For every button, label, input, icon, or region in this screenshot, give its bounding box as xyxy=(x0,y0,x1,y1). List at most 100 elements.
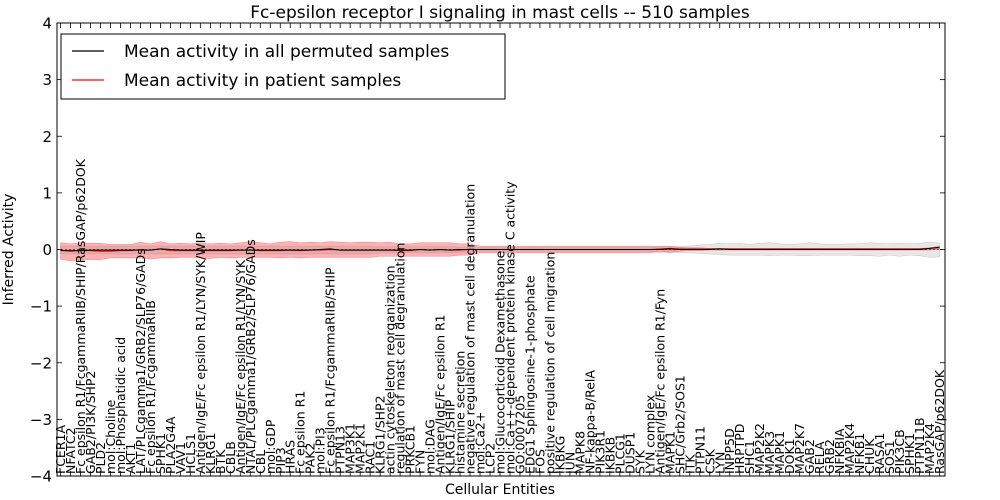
x-tick-label: IKBKG xyxy=(552,436,567,474)
x-tick-label: Antigen/IgE/Fc epsilon R1/Fyn xyxy=(652,289,667,474)
x-tick-label: PTPN11B xyxy=(912,417,927,474)
x-tick-label: FYN xyxy=(413,450,428,474)
x-tick-label: positive regulation of cell migration xyxy=(542,252,557,474)
x-tick-label: MAP2K7 xyxy=(792,423,807,474)
x-tick-label: AKT1 xyxy=(123,443,138,474)
x-tick-label: PIK3R1 xyxy=(592,430,607,474)
x-tick-label: FOS xyxy=(532,449,547,474)
x-tick-label: LCP2 xyxy=(483,443,498,474)
x-tick-label: LYN complex xyxy=(642,395,657,474)
x-tick-label: SHC/Grb2/SOS1 xyxy=(672,375,687,474)
x-tick-label: MAP3K1 xyxy=(343,423,358,474)
x-tick-label: PLA2G4A xyxy=(163,416,178,474)
x-tick-label: KLRG1 xyxy=(203,433,218,475)
y-tick-label: 0 xyxy=(42,241,52,259)
x-tick-label: CBL xyxy=(253,450,268,474)
x-tick-label: CBLB xyxy=(223,441,238,474)
x-tick-label: SPHK1 xyxy=(153,433,168,474)
x-tick-label: KLRG1/SHIP xyxy=(443,399,458,474)
x-tick-label: DUSP1 xyxy=(622,432,637,474)
x-tick-label: SPHK1 xyxy=(902,433,917,474)
x-tick-label: IKBKB xyxy=(602,437,617,474)
x-tick-label: LAT/PLCgamma1/GRB2/SLP76/GADs xyxy=(133,248,148,474)
x-tick-label: PIP3 xyxy=(273,447,288,474)
x-tick-label: ITK xyxy=(682,454,697,474)
x-tick-label: MAP2K4 xyxy=(922,423,937,474)
x-tick-label: Antigen/IgE/Fc epsilon R1/LYN/SYK xyxy=(233,259,248,474)
x-tick-label: MAP2K4 xyxy=(842,423,857,474)
x-tick-label: Antigen/IgE/Fc epsilon R1/LYN/SYK/WIP xyxy=(193,232,208,474)
x-tick-label: EDG1 Sphingosine-1-phosphate xyxy=(522,275,537,474)
y-tick-label: 4 xyxy=(42,15,52,33)
x-tick-label: PLD2 xyxy=(93,442,108,474)
x-tick-label: SYK xyxy=(632,449,647,474)
x-tick-label: CHUK xyxy=(862,438,877,474)
x-tick-label: mol:Glucocorticoid Dexamethasone xyxy=(493,250,508,474)
x-tick-label: GRB2 xyxy=(822,439,837,474)
series-layer xyxy=(60,246,940,252)
x-tick-label: INPP5D xyxy=(722,428,737,474)
x-tick-label: PLCG1 xyxy=(612,433,627,474)
x-tick-label: MAPK1 xyxy=(772,431,787,474)
x-tick-label: regulation of mast cell degranulation xyxy=(393,243,408,474)
chart-title: Fc-epsilon receptor I signaling in mast … xyxy=(250,3,750,23)
legend-label-permuted: Mean activity in all permuted samples xyxy=(124,42,449,62)
x-tick-label: NFKB1 xyxy=(852,433,867,474)
x-axis-label: Cellular Entities xyxy=(445,482,555,498)
y-tick-label: −2 xyxy=(30,354,52,372)
x-tick-label: negative regulation of mast cell degranu… xyxy=(463,184,478,474)
x-tick-label: KLRG1/SHP2 xyxy=(373,395,388,474)
x-tick-label: NFATC2 xyxy=(63,427,78,474)
x-tick-label: GAB2/PI3K/SHP2 xyxy=(83,371,98,474)
x-tick-label: Fc epsilon R1/FcgammaRIIB/SHIP xyxy=(323,267,338,474)
y-tick-label: −4 xyxy=(30,468,52,486)
x-tick-label: BTK xyxy=(213,449,228,474)
y-ticks: −4 −3 −2 −1 0 1 2 3 4 xyxy=(30,15,945,486)
x-tick-label: CSK xyxy=(702,448,717,474)
x-tick-label: MAPK3 xyxy=(762,431,777,474)
x-tick-label: Fc epsilon R1/FcgammaRIIB/SHIP/RasGAP/p6… xyxy=(73,158,88,474)
band-patient xyxy=(60,241,940,262)
x-tick-label: NTAL/PLCgamma1/GRB2/SLP76/GADs xyxy=(243,239,258,474)
x-tick-label: MAP2K2 xyxy=(752,423,767,474)
x-tick-label: mol:Choline xyxy=(103,399,118,474)
x-tick-label: histamine secretion xyxy=(453,351,468,474)
x-tick-label: RELA xyxy=(812,441,827,474)
x-tick-label: Antigen/IgE/Fc epsilon R1 xyxy=(433,314,448,474)
x-tick-label: HRPTPD xyxy=(732,424,747,474)
x-tick-label: GAB2 xyxy=(802,439,817,474)
x-tick-label: SHC1 xyxy=(742,440,757,474)
x-tick-label: JUN xyxy=(562,452,577,475)
x-tick-label: mol:GDP xyxy=(263,419,278,474)
legend-label-patient: Mean activity in patient samples xyxy=(124,71,401,91)
y-tick-label: 3 xyxy=(42,71,52,89)
series-line-permuted xyxy=(60,246,940,252)
x-tick-label: HCLS1 xyxy=(183,433,198,474)
x-tick-label: PTPN11 xyxy=(692,426,707,474)
x-tick-label: Fc epsilon R1 xyxy=(293,391,308,474)
x-tick-label: mol:Ca2+ xyxy=(473,412,488,474)
y-tick-label: 2 xyxy=(42,128,52,146)
x-tick-label: RASA1 xyxy=(872,433,887,474)
x-tick-label: actin cytoskeleton reorganization xyxy=(383,265,398,474)
x-tick-label: mol:Phosphatidic acid xyxy=(113,337,128,474)
legend-box xyxy=(60,33,506,100)
y-tick-label: −1 xyxy=(30,298,52,316)
x-tick-label: PAK2 xyxy=(303,443,318,474)
x-tick-label: PRKCB1 xyxy=(403,425,418,474)
x-ticks xyxy=(60,23,940,476)
x-tick-label: LYN xyxy=(712,452,727,474)
x-tick-label: DOK1 xyxy=(782,438,797,474)
x-tick-label: PTPN13 xyxy=(333,426,348,474)
x-tick-label: GO:0007205 xyxy=(512,395,527,474)
y-axis-label: Inferred Activity xyxy=(1,194,17,306)
y-tick-label: −3 xyxy=(30,411,52,429)
x-tick-label: MAP2K1 xyxy=(353,423,368,474)
x-tick-label: mol:Ca++-dependent protein kinase C acti… xyxy=(502,181,517,474)
x-tick-label: RAC1 xyxy=(363,441,378,474)
x-tick-label: PIK3CB xyxy=(892,429,907,474)
x-tick-label: VAV1 xyxy=(173,442,188,474)
legend: Mean activity in all permuted samples Me… xyxy=(60,33,506,100)
